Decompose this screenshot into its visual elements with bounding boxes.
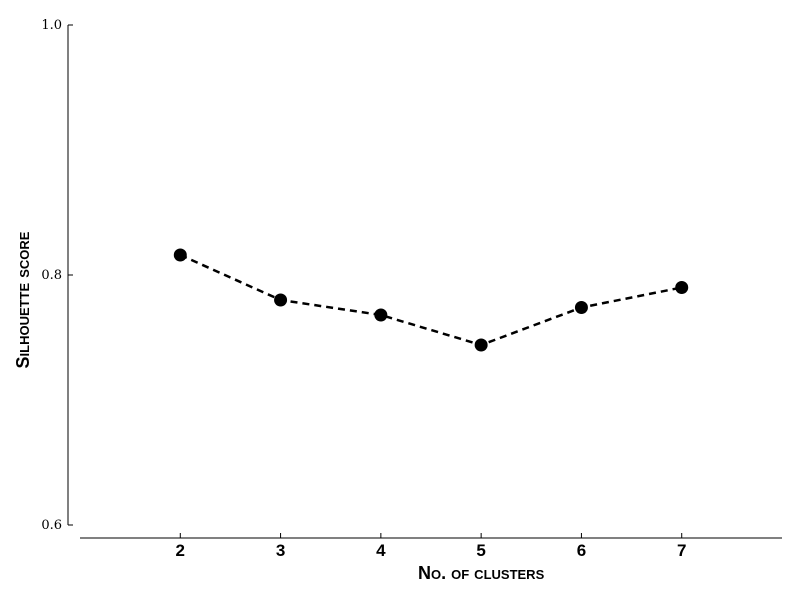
x-ticks: 2 3 4 5 6 7 <box>176 533 686 560</box>
y-tick-label: 0.8 <box>41 268 62 283</box>
data-point <box>574 301 588 314</box>
x-tick-label: 4 <box>376 541 386 560</box>
series-layer <box>173 248 689 352</box>
x-tick-label: 7 <box>677 541 686 560</box>
x-axis-title: No. of clusters <box>418 563 545 583</box>
y-tick-label: 0.6 <box>41 518 62 533</box>
x-tick-label: 5 <box>476 541 485 560</box>
x-tick-label: 6 <box>577 541 586 560</box>
data-point <box>474 338 488 352</box>
y-ticks: 0.6 0.8 1.0 <box>41 18 73 533</box>
y-tick-label: 1.0 <box>41 18 62 33</box>
data-point <box>374 308 388 322</box>
x-tick-label: 3 <box>276 541 285 560</box>
y-axis-title: Silhouette score <box>13 231 33 368</box>
data-point <box>173 248 187 262</box>
series-line <box>179 253 682 347</box>
data-point <box>274 293 288 307</box>
data-point <box>675 281 689 294</box>
x-tick-label: 2 <box>176 541 185 560</box>
